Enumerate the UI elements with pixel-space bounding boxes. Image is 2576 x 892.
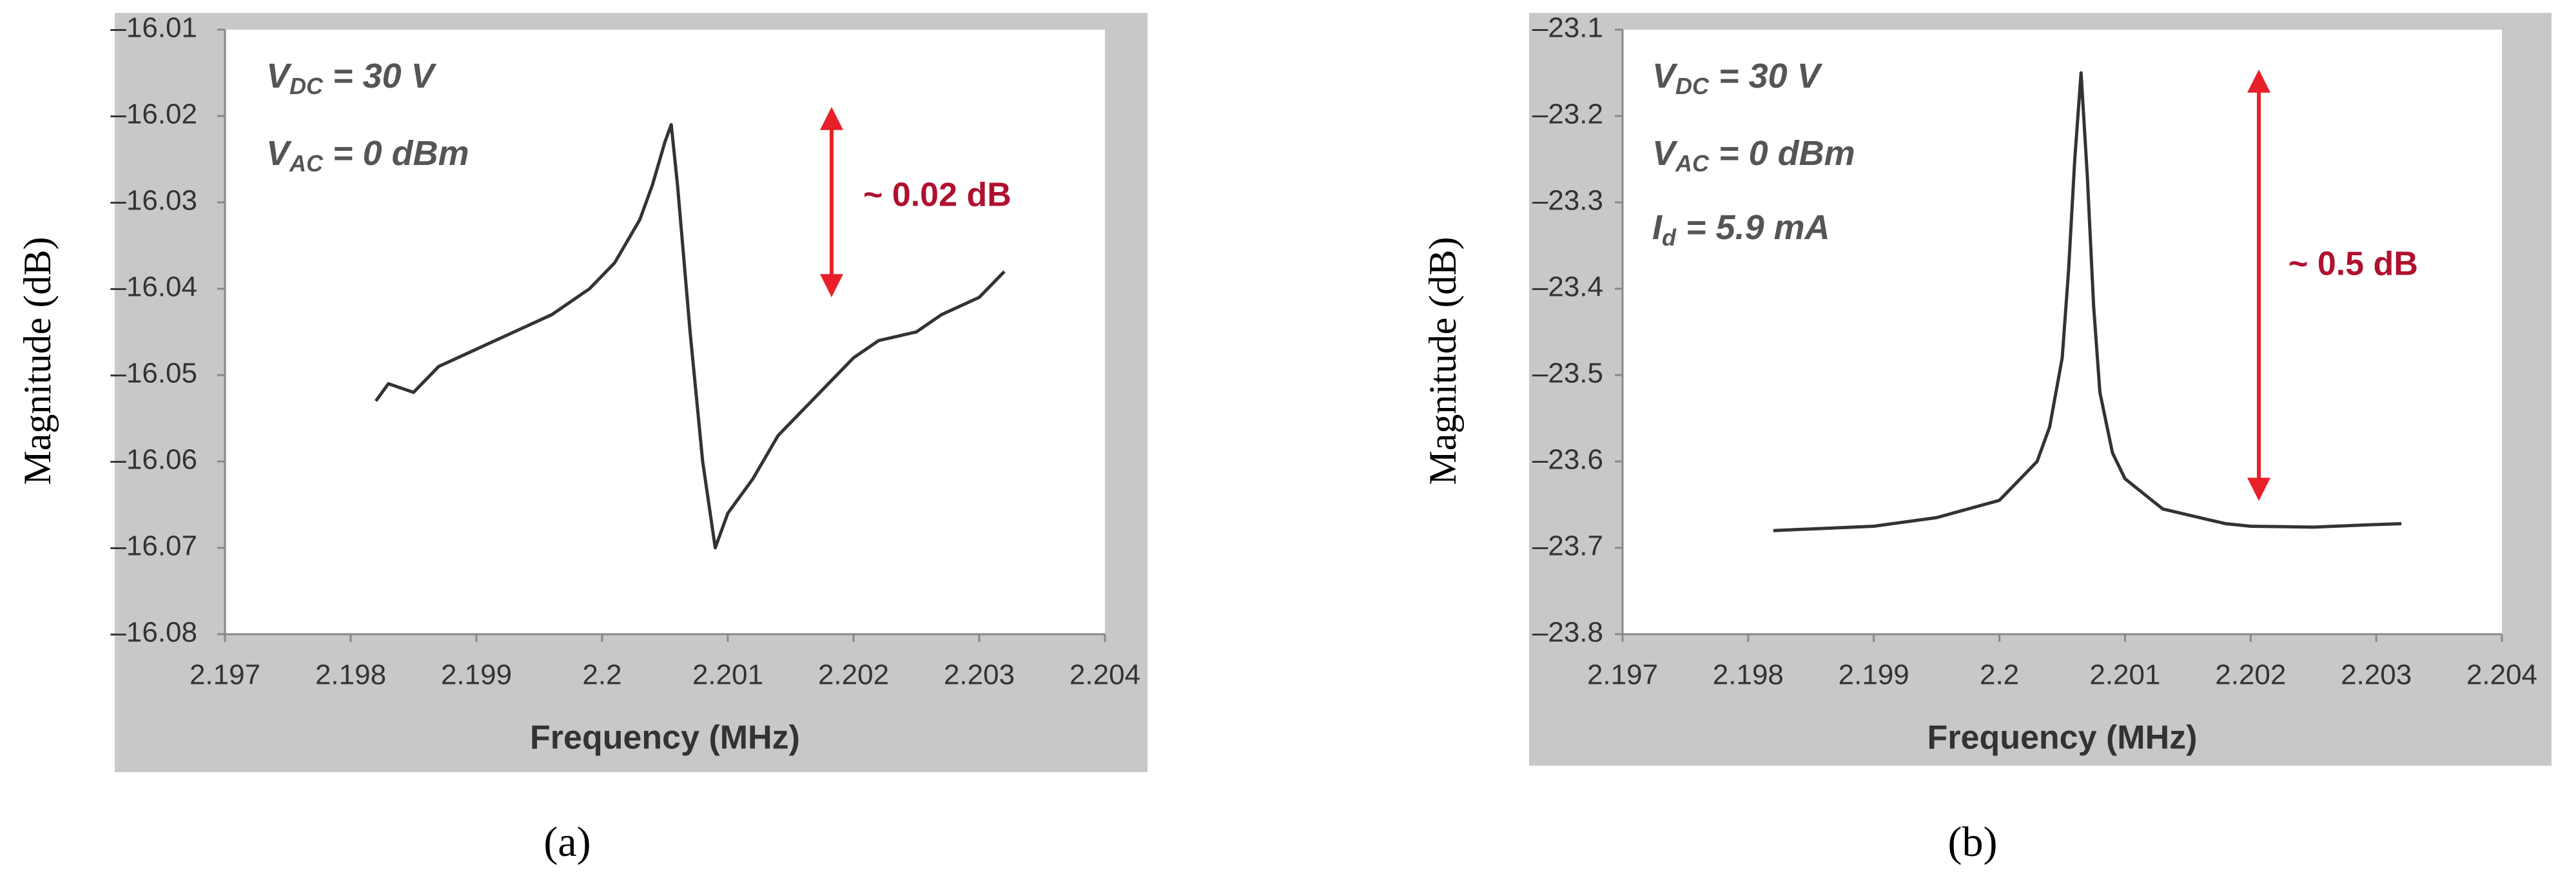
annotation: VDC = 30 V [266, 57, 437, 99]
annotation-subscript: d [1662, 224, 1677, 251]
annotation-symbol: V [266, 57, 292, 95]
y-tick-label: –16.03 [110, 185, 197, 217]
annotation-subscript: DC [289, 73, 324, 99]
panel-label: (a) [543, 819, 590, 866]
x-tick-label: 2.2 [1980, 659, 2019, 691]
x-tick-label: 2.202 [818, 659, 889, 691]
data-line [374, 122, 1006, 550]
annotation-symbol: V [266, 134, 292, 173]
y-tick-label: –23.7 [1532, 530, 1603, 562]
annotation-text: = 0 dBm [1709, 134, 1855, 173]
annotation-text: = 0 dBm [323, 134, 469, 173]
x-tick-label: 2.197 [190, 659, 260, 691]
y-tick-label: –16.07 [110, 530, 197, 562]
y-tick-label: –16.05 [110, 358, 197, 389]
x-tick-label: 2.203 [2341, 659, 2412, 691]
annotation: VAC = 0 dBm [266, 134, 469, 176]
annotation-subscript: AC [289, 150, 324, 177]
x-tick-label: 2.203 [944, 659, 1015, 691]
panel-label: (b) [1948, 819, 1998, 866]
annotation-text: = 5.9 mA [1676, 208, 1830, 247]
y-tick-label: –16.08 [110, 617, 197, 648]
plot-area [225, 30, 1105, 634]
plot-area [1623, 30, 2502, 634]
y-axis-title: Magnitude (dB) [16, 237, 59, 485]
data-line [1773, 71, 2402, 532]
annotation: Id = 5.9 mA [1652, 208, 1830, 250]
x-tick-label: 2.204 [2466, 659, 2537, 691]
annotation-text: = 30 V [1709, 57, 1823, 95]
annotation-symbol: I [1652, 208, 1663, 247]
x-tick-label: 2.201 [692, 659, 763, 691]
annotation-subscript: AC [1675, 150, 1710, 177]
y-tick-label: –23.5 [1532, 358, 1603, 389]
x-tick-label: 2.201 [2089, 659, 2160, 691]
x-axis-title: Frequency (MHz) [1927, 719, 2198, 757]
annotation: VAC = 0 dBm [1652, 134, 1855, 176]
x-tick-label: 2.2 [582, 659, 621, 691]
y-tick-label: –23.1 [1532, 12, 1603, 44]
x-tick-label: 2.198 [315, 659, 386, 691]
annotation: VDC = 30 V [1652, 57, 1823, 99]
annotation-text: = 30 V [323, 57, 437, 95]
y-axis-title: Magnitude (dB) [1421, 237, 1464, 485]
annotation-symbol: V [1652, 134, 1678, 173]
y-tick-label: –23.2 [1532, 99, 1603, 130]
y-tick-label: –16.01 [110, 12, 197, 44]
x-tick-label: 2.204 [1069, 659, 1140, 691]
y-tick-label: –23.6 [1532, 444, 1603, 476]
y-tick-label: –23.3 [1532, 185, 1603, 217]
y-tick-label: –16.04 [110, 271, 197, 303]
x-tick-label: 2.199 [1839, 659, 1909, 691]
range-label: ~ 0.5 dB [2288, 246, 2418, 283]
x-tick-label: 2.198 [1713, 659, 1784, 691]
x-tick-label: 2.202 [2215, 659, 2286, 691]
x-axis-title: Frequency (MHz) [530, 719, 800, 757]
annotation-symbol: V [1652, 57, 1678, 95]
y-tick-label: –16.06 [110, 444, 197, 476]
y-tick-label: –23.4 [1532, 271, 1603, 303]
x-tick-label: 2.197 [1587, 659, 1658, 691]
y-tick-label: –23.8 [1532, 617, 1603, 648]
annotation-subscript: DC [1675, 73, 1710, 99]
range-label: ~ 0.02 dB [863, 177, 1011, 214]
y-tick-label: –16.02 [110, 99, 197, 130]
x-tick-label: 2.199 [441, 659, 512, 691]
